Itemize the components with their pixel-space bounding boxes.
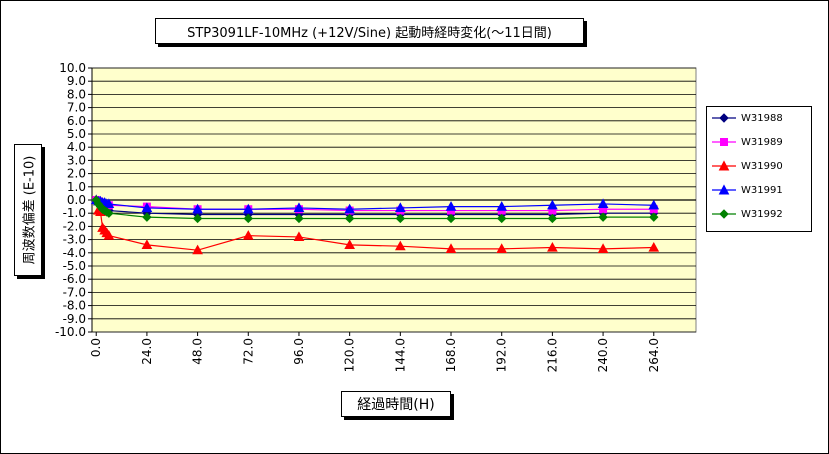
y-tick-label: 9.0: [67, 74, 86, 88]
data-point-W31992: [344, 213, 355, 224]
data-point-W31990: [141, 239, 153, 249]
y-tick-label: -4.0: [63, 246, 86, 260]
y-tick-label: 10.0: [59, 61, 86, 75]
x-tick-label: 72.0: [241, 338, 255, 365]
data-point-W31991: [648, 199, 660, 210]
data-point-W31991: [597, 198, 609, 209]
y-tick-label: 2.0: [67, 167, 86, 181]
data-point-W31992: [598, 212, 608, 222]
data-point-W31990: [103, 230, 115, 240]
x-tick-label: 192.0: [495, 338, 509, 372]
data-point-W31992: [142, 212, 152, 222]
y-tick-label: -1.0: [63, 206, 86, 220]
legend-label: W31988: [741, 112, 783, 124]
y-tick-label: -2.0: [63, 219, 86, 233]
x-tick-label: 0.0: [89, 338, 103, 357]
x-tick-label: 168.0: [444, 338, 458, 372]
data-point-W31990: [648, 241, 660, 252]
data-point-W31992: [547, 213, 558, 224]
data-point-W31990: [344, 239, 356, 249]
legend-swatch: [712, 184, 736, 195]
x-tick-label: 144.0: [393, 338, 407, 372]
data-point-W31992: [243, 213, 253, 224]
data-point-W31990: [394, 240, 406, 251]
x-tick-label: 24.0: [140, 338, 154, 365]
y-tick-label: -10.0: [55, 325, 86, 339]
y-tick-label: 7.0: [67, 101, 86, 115]
legend-item: W31988: [711, 111, 783, 125]
data-point-W31992: [294, 213, 304, 224]
data-point-W31992: [496, 213, 507, 224]
data-point-W31991: [103, 198, 115, 209]
data-point-W31991: [547, 199, 558, 210]
y-tick-label: 5.0: [67, 127, 86, 141]
data-point-W31992: [192, 213, 203, 224]
data-point-W31992: [395, 213, 406, 224]
x-tick-label: 240.0: [596, 338, 610, 372]
y-tick-label: 4.0: [67, 140, 86, 154]
x-tick-label: 216.0: [545, 338, 559, 372]
data-point-W31990: [496, 243, 508, 253]
data-point-W31991: [394, 202, 406, 213]
chart-title-box: STP3091LF-10MHz (+12V/Sine) 起動時経時変化(～11日…: [155, 18, 584, 44]
chart-title: STP3091LF-10MHz (+12V/Sine) 起動時経時変化(～11日…: [187, 25, 552, 41]
y-tick-label: -8.0: [63, 299, 86, 313]
legend-item: W31990: [711, 159, 783, 173]
data-point-W31991: [344, 203, 356, 214]
y-tick-label: -3.0: [63, 233, 86, 247]
x-tick-label: 48.0: [191, 338, 205, 365]
data-point-W31992: [446, 213, 456, 224]
x-axis-label-box: 経過時間(H): [341, 391, 451, 417]
legend: W31988 W31989 W31990 W31991 W31992: [706, 106, 812, 232]
x-tick-label: 264.0: [647, 338, 661, 372]
y-tick-label: -7.0: [63, 285, 86, 299]
legend-label: W31991: [741, 184, 783, 196]
legend-swatch: [712, 209, 736, 219]
y-tick-label: 1.0: [67, 180, 86, 194]
data-point-W31991: [141, 202, 153, 213]
legend-swatch: [712, 113, 736, 123]
data-point-W31990: [445, 243, 457, 253]
y-tick-label: 8.0: [67, 87, 86, 101]
y-tick-label: 6.0: [67, 114, 86, 128]
legend-label: W31992: [741, 208, 783, 220]
data-point-W31991: [242, 203, 254, 214]
y-tick-label: -6.0: [63, 272, 86, 286]
data-point-W31990: [293, 231, 305, 242]
x-axis-label: 経過時間(H): [357, 397, 435, 413]
y-tick-label: 0.0: [67, 193, 86, 207]
legend-item: W31992: [711, 207, 783, 221]
y-tick-label: 3.0: [67, 153, 86, 167]
x-tick-label: 120.0: [343, 338, 357, 372]
x-tick-label: 96.0: [292, 338, 306, 365]
legend-swatch: [712, 160, 736, 171]
data-point-W31991: [445, 201, 457, 211]
data-point-W31990: [192, 244, 203, 255]
y-tick-label: -5.0: [63, 259, 86, 273]
data-point-W31992: [649, 212, 659, 222]
y-tick-label: -9.0: [63, 312, 86, 326]
data-point-W31990: [547, 241, 558, 252]
y-axis-label-box: 周波数偏差 (E-10): [14, 144, 42, 276]
data-point-W31991: [293, 202, 305, 213]
legend-label: W31989: [741, 136, 783, 148]
data-point-W31990: [242, 230, 254, 240]
legend-item: W31991: [711, 183, 783, 197]
data-point-W31992: [104, 208, 114, 218]
legend-item: W31989: [711, 135, 783, 149]
legend-swatch: [712, 138, 736, 146]
data-point-W31991: [192, 203, 203, 214]
data-point-W31991: [496, 201, 508, 211]
data-point-W31990: [597, 243, 609, 253]
legend-label: W31990: [741, 160, 783, 172]
